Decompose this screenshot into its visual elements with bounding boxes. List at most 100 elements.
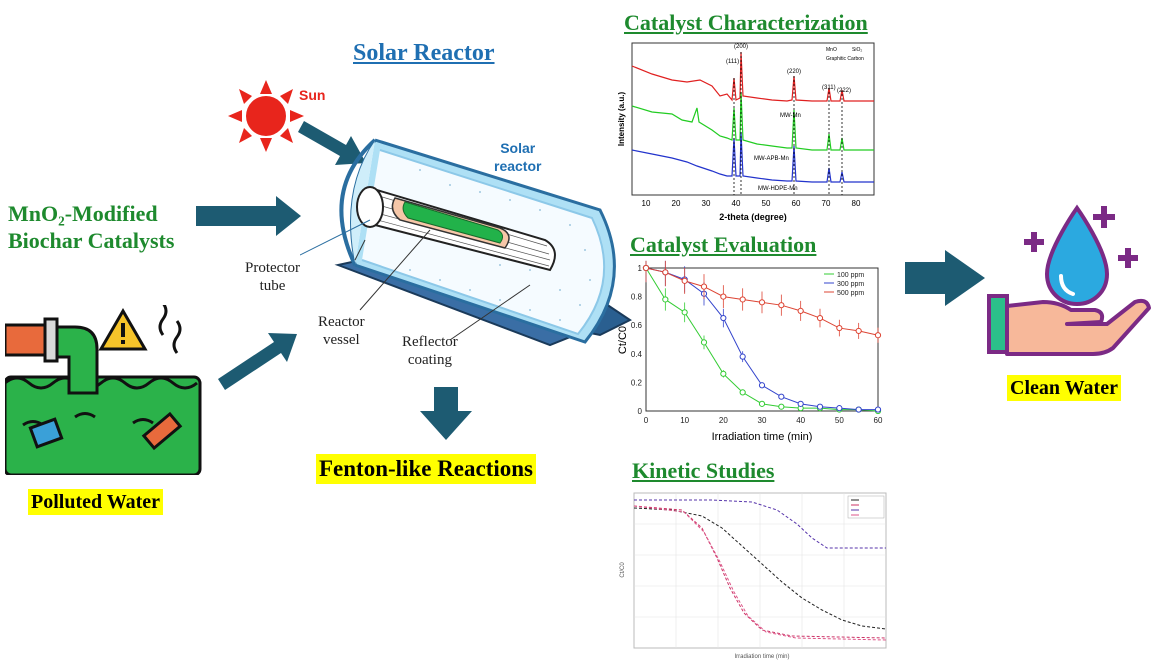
solar-reactor-label-line2: reactor bbox=[494, 158, 542, 174]
xrd-series-red bbox=[631, 51, 874, 102]
evaluation-data-point bbox=[739, 389, 746, 396]
evaluation-data-point bbox=[778, 393, 785, 400]
evaluation-data-point bbox=[720, 370, 727, 377]
fenton-label: Fenton-like Reactions bbox=[316, 454, 537, 484]
evaluation-data-point bbox=[855, 327, 862, 335]
evaluation-x-tick: 10 bbox=[680, 416, 689, 425]
evaluation-data-point bbox=[758, 299, 766, 306]
evaluation-data-point bbox=[681, 309, 688, 316]
evaluation-legend-label: 500 ppm bbox=[837, 290, 864, 297]
kinetic-line-blue bbox=[634, 499, 886, 549]
evaluation-data-point bbox=[816, 314, 824, 322]
sun-label: Sun bbox=[299, 87, 326, 103]
evaluation-y-tick: 0.8 bbox=[631, 293, 643, 302]
solar-reactor-illustration bbox=[300, 138, 632, 347]
reactor-vessel-line2: vessel bbox=[322, 332, 360, 348]
evaluation-y-tick: 0.2 bbox=[631, 378, 643, 387]
evaluation-legend-label: 300 ppm bbox=[837, 281, 864, 288]
output-arrow bbox=[905, 250, 985, 306]
solar-reactor-label: Solar reactor bbox=[494, 139, 541, 175]
clean-water-icon bbox=[987, 204, 1151, 356]
reflector-coating-line1: Reflector bbox=[402, 334, 458, 350]
catalyst-label: MnO₂-Modified Biochar Catalysts bbox=[8, 200, 174, 254]
evaluation-data-point bbox=[720, 293, 727, 300]
evaluation-data-point bbox=[739, 296, 746, 303]
xrd-y-label: Intensity (a.u.) bbox=[617, 92, 626, 147]
evaluation-data-point bbox=[739, 353, 746, 360]
evaluation-x-label: Irradiation time (min) bbox=[712, 431, 813, 443]
evaluation-data-point bbox=[836, 324, 843, 332]
solar-reactor-heading: Solar Reactor bbox=[353, 40, 495, 66]
sun-icon bbox=[228, 80, 304, 152]
evaluation-data-point bbox=[662, 269, 669, 276]
evaluation-x-tick: 60 bbox=[874, 416, 883, 425]
xrd-legend-item: SiO₂ bbox=[852, 47, 862, 53]
evaluation-data-point bbox=[681, 277, 688, 284]
evaluation-data-point bbox=[662, 296, 669, 303]
evaluation-data-point bbox=[758, 382, 766, 389]
evaluation-data-point bbox=[778, 403, 785, 410]
kinetic-chart: Irradiation time (min) Ct/C0 bbox=[620, 492, 887, 660]
xrd-peak-label: (111) bbox=[726, 59, 739, 65]
fenton-arrow bbox=[420, 387, 472, 440]
reflector-coating-line2: coating bbox=[407, 352, 452, 368]
evaluation-data-point bbox=[720, 314, 727, 322]
reactor-vessel-line1: Reactor bbox=[318, 314, 365, 330]
xrd-series-label: MW-HDPE-Mn bbox=[758, 186, 798, 192]
xrd-x-tick: 80 bbox=[852, 199, 861, 208]
xrd-x-tick: 30 bbox=[702, 199, 711, 208]
evaluation-chart: 0 10 20 30 40 50 60 0 0.2 0.4 0.6 0.8 1 100 ppm 300 pp… bbox=[617, 260, 883, 443]
xrd-series-label: MW-Mn bbox=[780, 113, 801, 119]
evaluation-data-point bbox=[874, 332, 882, 339]
xrd-line-mw-mn bbox=[631, 51, 874, 102]
evaluation-heading: Catalyst Evaluation bbox=[630, 232, 817, 257]
evaluation-data-point bbox=[700, 339, 708, 346]
protector-tube-label: Protector tube bbox=[245, 259, 300, 295]
polluted-water-label: Polluted Water bbox=[28, 489, 164, 515]
water-drop-icon bbox=[1044, 204, 1110, 307]
xrd-peak-label: (200) bbox=[734, 44, 748, 50]
xrd-plot-frame bbox=[631, 42, 875, 196]
evaluation-data-point bbox=[874, 406, 882, 413]
reflector-coating-label: Reflector coating bbox=[402, 333, 458, 369]
kinetic-x-label: Irradiation time (min) bbox=[734, 654, 789, 660]
kinetic-line-black bbox=[633, 507, 887, 630]
evaluation-data-point bbox=[797, 307, 804, 315]
evaluation-legend-label: 100 ppm bbox=[837, 272, 864, 279]
evaluation-y-label: Ct/C0 bbox=[617, 326, 629, 354]
evaluation-data-point bbox=[642, 264, 650, 272]
catalyst-label-line2: Biochar Catalysts bbox=[8, 228, 175, 253]
evaluation-data-point bbox=[816, 403, 824, 410]
xrd-series-label: MW-APB-Mn bbox=[754, 156, 789, 162]
hand-icon bbox=[1005, 298, 1151, 356]
xrd-peak-label: (311) bbox=[822, 85, 836, 91]
xrd-x-tick: 40 bbox=[732, 199, 741, 208]
clean-water-label: Clean Water bbox=[1007, 375, 1121, 401]
xrd-line-mw-hdpe-mn bbox=[631, 131, 874, 183]
xrd-x-label: 2-theta (degree) bbox=[719, 212, 787, 222]
evaluation-data-point bbox=[700, 283, 708, 290]
sun-arrow bbox=[298, 121, 366, 165]
evaluation-y-tick: 0.4 bbox=[631, 350, 643, 359]
xrd-x-tick: 60 bbox=[792, 199, 801, 208]
kinetic-heading: Kinetic Studies bbox=[632, 458, 775, 483]
evaluation-y-tick: 1 bbox=[638, 264, 643, 273]
xrd-x-tick: 10 bbox=[642, 199, 651, 208]
xrd-peak-label: (220) bbox=[787, 69, 801, 75]
xrd-x-tick: 20 bbox=[672, 199, 681, 208]
evaluation-x-tick: 40 bbox=[796, 416, 805, 425]
evaluation-data-point bbox=[836, 405, 843, 412]
kinetic-legend bbox=[847, 495, 885, 519]
evaluation-data-point bbox=[758, 400, 766, 407]
evaluation-data-point bbox=[778, 302, 785, 309]
evaluation-y-tick: 0 bbox=[638, 407, 643, 416]
xrd-series-blue bbox=[631, 131, 874, 183]
xrd-x-tick: 50 bbox=[762, 199, 771, 208]
evaluation-x-tick: 0 bbox=[644, 416, 649, 425]
evaluation-x-tick: 20 bbox=[719, 416, 728, 425]
xrd-legend-item: MnO bbox=[826, 47, 837, 53]
solar-reactor-label-line1: Solar bbox=[500, 140, 536, 156]
evaluation-y-tick: 0.6 bbox=[631, 321, 643, 330]
kinetic-legend-box bbox=[847, 495, 885, 519]
protector-tube-line2: tube bbox=[259, 278, 286, 294]
